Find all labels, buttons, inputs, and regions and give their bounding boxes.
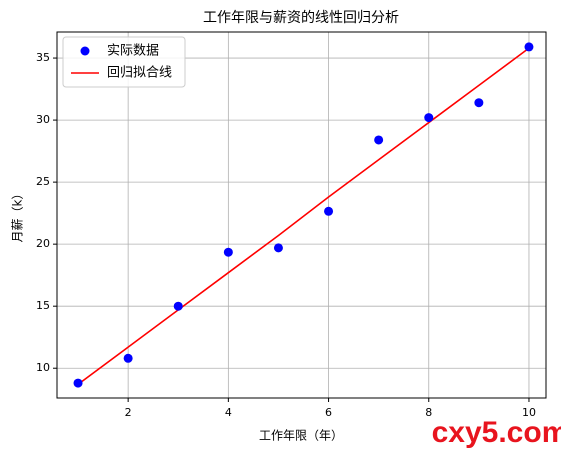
x-tick-label: 10 [522, 406, 536, 419]
y-tick-label: 15 [36, 299, 50, 312]
y-axis-label: 月薪（k） [11, 188, 25, 243]
x-tick-label: 8 [425, 406, 432, 419]
legend-box [62, 36, 186, 88]
point [173, 301, 183, 311]
point [524, 42, 534, 52]
point [474, 98, 484, 108]
watermark: cxy5.com [432, 416, 561, 449]
y-tick-label: 20 [36, 237, 50, 250]
x-tick-label: 2 [125, 406, 132, 419]
plot-frame [56, 31, 547, 399]
point [424, 113, 434, 123]
point [223, 247, 233, 257]
point [273, 243, 283, 253]
legend-swatch [80, 46, 90, 56]
point [73, 378, 83, 388]
y-tick-label: 25 [36, 175, 50, 188]
y-tick-label: 35 [36, 51, 50, 64]
x-tick-label: 6 [325, 406, 332, 419]
chart-title: 工作年限与薪资的线性回归分析 [203, 9, 399, 26]
legend-label: 回归拟合线 [107, 66, 172, 81]
y-tick-label: 30 [36, 113, 50, 126]
point [374, 135, 384, 145]
y-tick-label: 10 [36, 361, 50, 374]
x-axis-label: 工作年限（年） [259, 429, 343, 443]
legend-label: 实际数据 [107, 44, 159, 59]
fit-line [77, 47, 530, 385]
point [324, 206, 334, 216]
point [123, 353, 133, 363]
x-tick-label: 4 [225, 406, 232, 419]
